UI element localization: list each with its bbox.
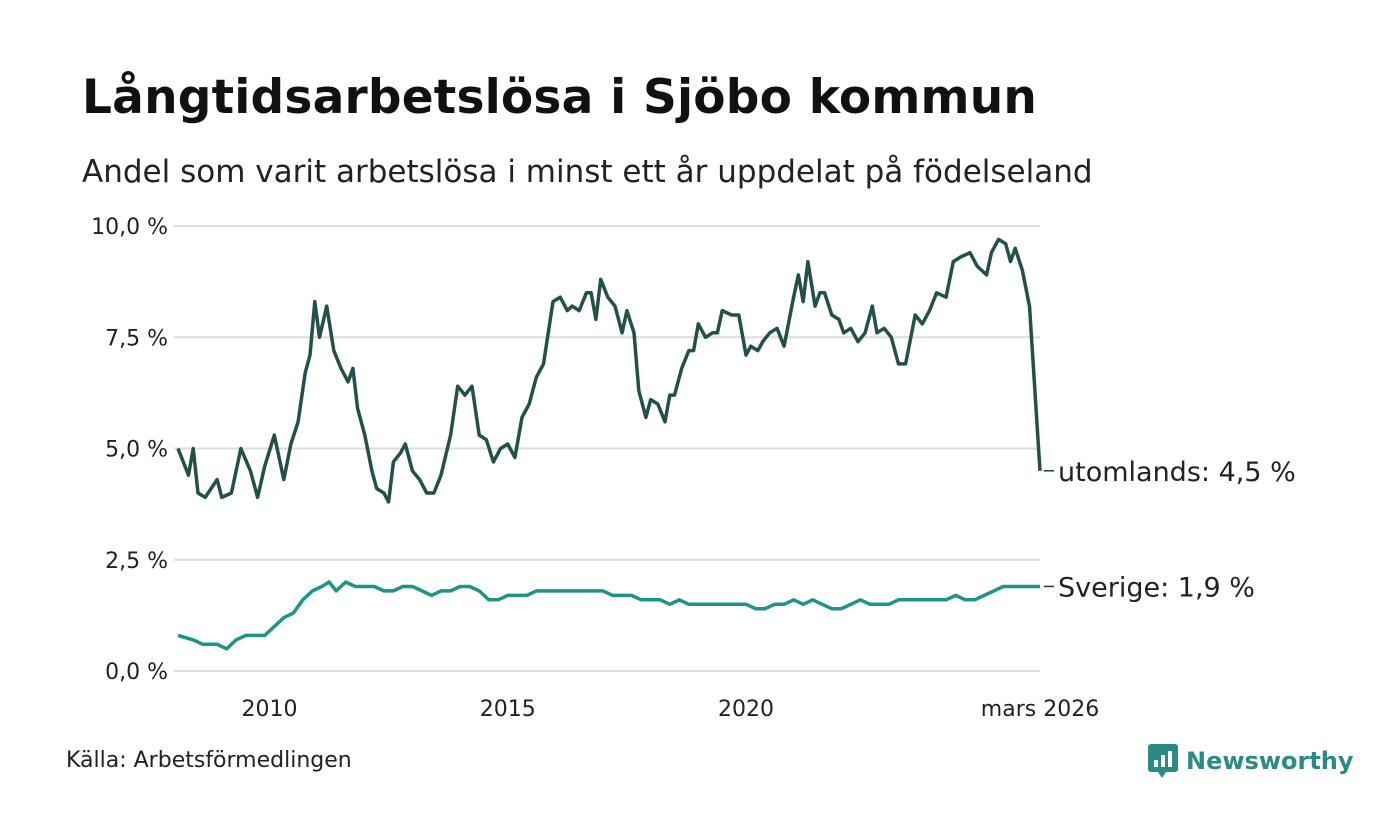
series-layer	[176, 237, 1042, 651]
series-line-sverige	[177, 580, 1040, 651]
brand-logo: Newsworthy	[1148, 744, 1354, 778]
brand-name: Newsworthy	[1186, 747, 1354, 775]
y-tick-label: 0,0 %	[105, 660, 168, 685]
x-tick-label: 2010	[241, 697, 297, 722]
grid-layer	[174, 225, 1040, 672]
series-line-utomlands	[176, 237, 1042, 504]
source-note: Källa: Arbetsförmedlingen	[66, 748, 352, 773]
x-axis: 2010 2015 2020 mars 2026	[241, 697, 1099, 722]
chart-title: Långtidsarbetslösa i Sjöbo kommun	[82, 70, 1038, 125]
x-tick-label: mars 2026	[981, 697, 1099, 722]
end-label-sverige: Sverige: 1,9 %	[1058, 572, 1255, 603]
end-labels: utomlands: 4,5 % Sverige: 1,9 %	[1044, 457, 1296, 603]
x-tick-label: 2020	[718, 697, 774, 722]
y-tick-label: 5,0 %	[105, 438, 168, 463]
end-label-utomlands: utomlands: 4,5 %	[1058, 457, 1296, 488]
chart-subtitle: Andel som varit arbetslösa i minst ett å…	[82, 154, 1093, 190]
y-tick-label: 2,5 %	[105, 549, 168, 574]
y-tick-label: 10,0 %	[91, 215, 168, 240]
y-axis: 10,0 % 7,5 % 5,0 % 2,5 % 0,0 %	[91, 215, 168, 685]
newsworthy-logo-icon	[1148, 744, 1178, 778]
y-tick-label: 7,5 %	[105, 326, 168, 351]
x-tick-label: 2015	[480, 697, 536, 722]
